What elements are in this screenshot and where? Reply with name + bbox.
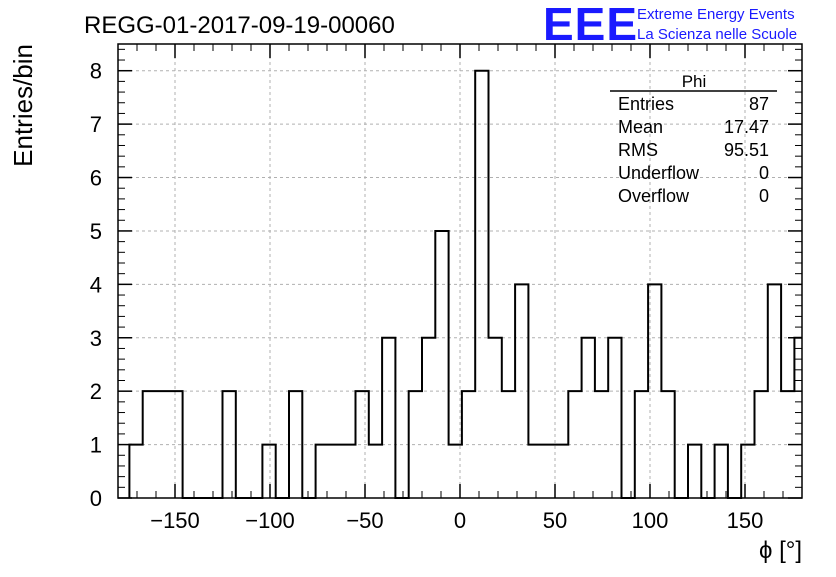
- x-tick-label-1: −100: [245, 508, 295, 533]
- y-tick-label-4: 4: [90, 272, 102, 297]
- y-tick-label-8: 8: [90, 59, 102, 84]
- stats-title: Phi: [682, 72, 707, 91]
- stats-underflow-label: Underflow: [618, 163, 700, 183]
- x-axis-label: ϕ [°]: [759, 537, 802, 564]
- x-tick-label-0: −150: [150, 508, 200, 533]
- logo-line2: La Scienza nelle Scuole: [637, 26, 797, 43]
- y-axis-label: Entries/bin: [8, 44, 38, 167]
- stats-box: Phi Entries 87 Mean 17.47 RMS 95.51 Unde…: [610, 72, 777, 206]
- y-tick-label-7: 7: [90, 112, 102, 137]
- y-tick-label-3: 3: [90, 326, 102, 351]
- x-tick-label-6: 150: [727, 508, 764, 533]
- stats-overflow-label: Overflow: [618, 186, 690, 206]
- x-tick-label-4: 50: [543, 508, 567, 533]
- stats-overflow-value: 0: [759, 186, 769, 206]
- stats-mean-value: 17.47: [724, 117, 769, 137]
- x-tick-labels: −150 −100 −50 0 50 100 150: [150, 508, 763, 533]
- y-tick-label-0: 0: [90, 486, 102, 511]
- stats-entries-label: Entries: [618, 94, 674, 114]
- y-tick-label-1: 1: [90, 433, 102, 458]
- y-tick-labels: 0 1 2 3 4 5 6 7 8: [90, 59, 102, 511]
- x-tick-label-3: 0: [454, 508, 466, 533]
- x-tick-label-5: 100: [632, 508, 669, 533]
- histogram-outline: [128, 69, 802, 499]
- x-tick-label-2: −50: [346, 508, 383, 533]
- logo-mark: EEE: [543, 0, 638, 50]
- stats-mean-label: Mean: [618, 117, 663, 137]
- eee-logo: EEE Extreme Energy Events La Scienza nel…: [543, 0, 797, 50]
- chart-title: REGG-01-2017-09-19-00060: [84, 12, 395, 39]
- y-tick-label-6: 6: [90, 166, 102, 191]
- stats-entries-value: 87: [749, 94, 769, 114]
- y-tick-label-5: 5: [90, 219, 102, 244]
- y-tick-label-2: 2: [90, 379, 102, 404]
- logo-line1: Extreme Energy Events: [637, 6, 795, 23]
- stats-rms-value: 95.51: [724, 140, 769, 160]
- axis-ticks: [118, 44, 802, 499]
- stats-rms-label: RMS: [618, 140, 658, 160]
- stats-underflow-value: 0: [759, 163, 769, 183]
